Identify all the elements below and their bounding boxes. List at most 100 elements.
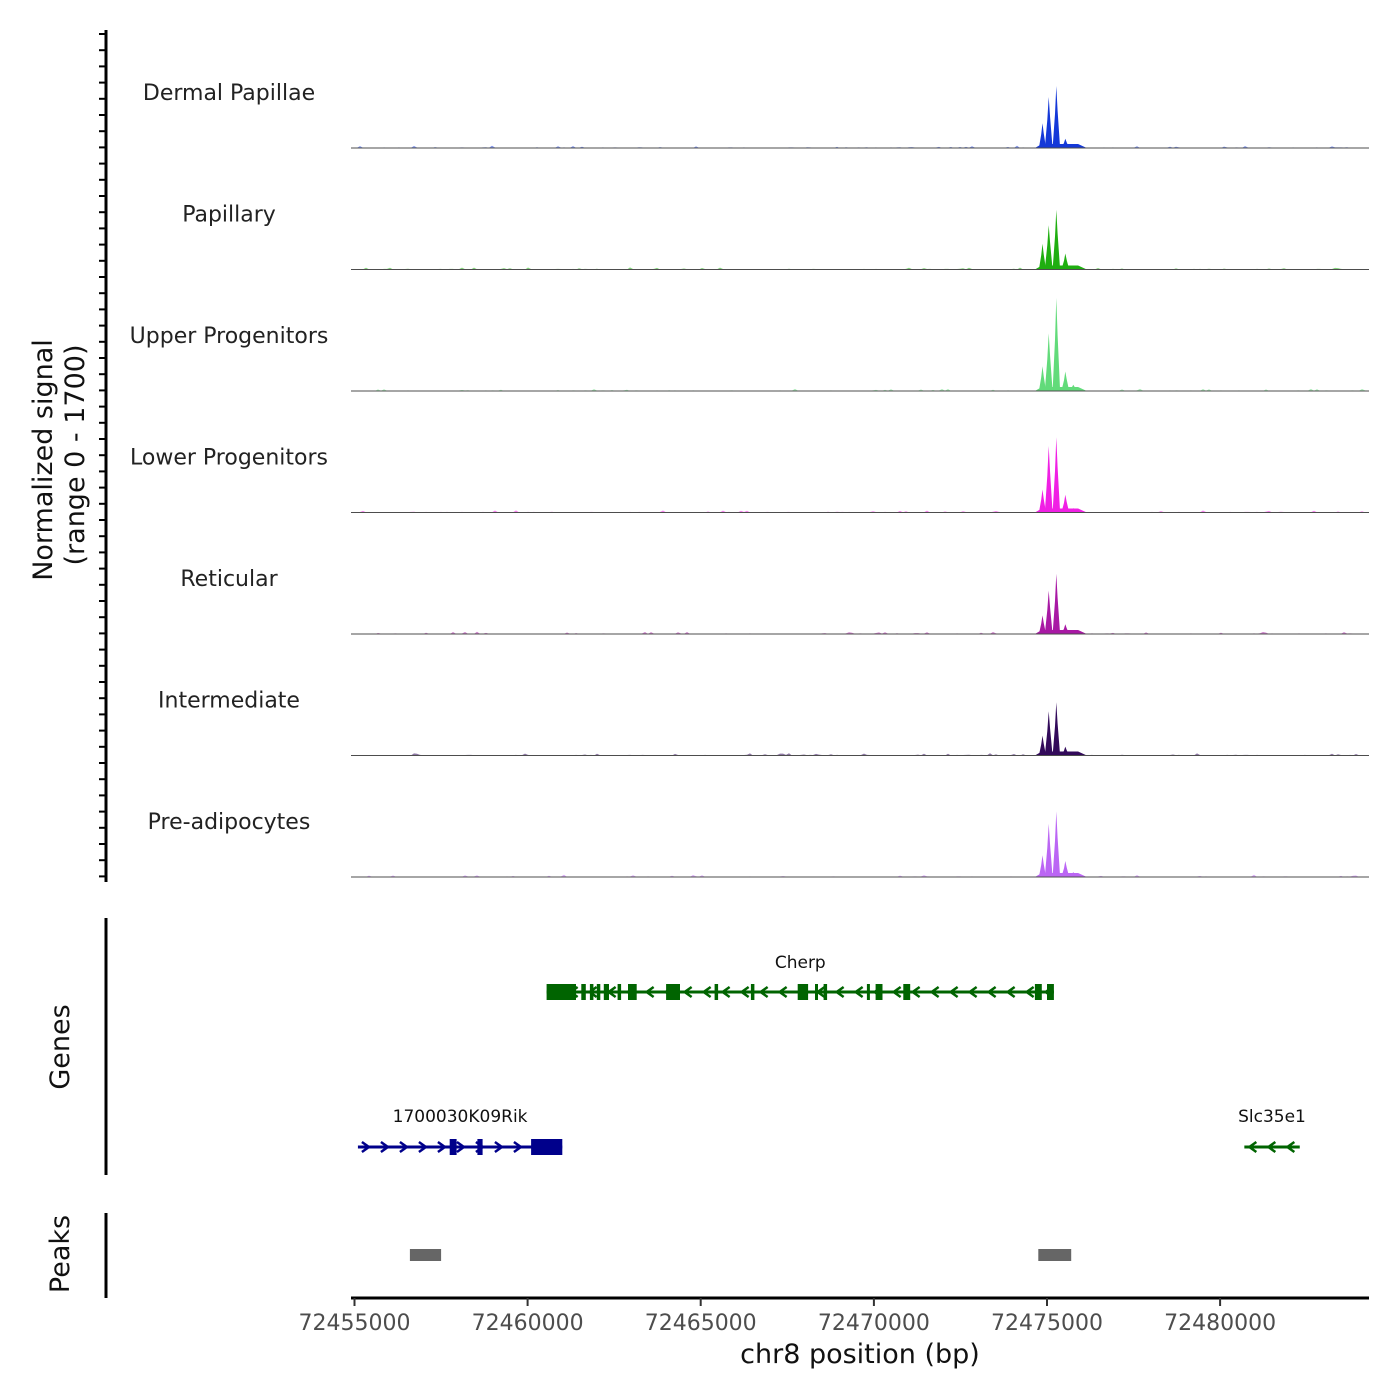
track-upper-progenitors: Upper Progenitors [130, 297, 1369, 392]
gene-exon [815, 984, 818, 1000]
track-label: Upper Progenitors [130, 324, 329, 349]
strand-arrow [1285, 1140, 1296, 1154]
peaks-layer [409, 1249, 1072, 1261]
gene-label: Cherp [775, 953, 826, 973]
coverage-shoulder [1034, 873, 1087, 877]
x-axis-title: chr8 position (bp) [740, 1339, 980, 1370]
strand-arrow [513, 1140, 524, 1154]
strand-arrow [967, 985, 978, 999]
coverage-peak [1052, 86, 1061, 148]
gene-exon [875, 984, 883, 1000]
coverage-peak [1052, 811, 1061, 877]
coverage-peak [1052, 702, 1061, 756]
x-tick-label: 72460000 [472, 1311, 584, 1336]
strand-arrow [418, 1140, 429, 1154]
track-label: Papillary [182, 203, 276, 228]
y-axis-title: Normalized signal [28, 339, 59, 581]
track-dermal-papillae: Dermal Papillae [143, 81, 1369, 149]
x-tick-label: 72470000 [818, 1311, 930, 1336]
strand-arrow [456, 1140, 467, 1154]
coverage-peak [1044, 590, 1053, 634]
coverage-peak [1044, 333, 1053, 391]
track-label: Intermediate [158, 689, 300, 714]
strand-arrow [891, 985, 902, 999]
gene-exon [596, 984, 601, 1000]
strand-arrow [720, 985, 731, 999]
coverage-peak [1038, 855, 1046, 877]
coverage-peak [1044, 225, 1053, 270]
coverage-peak [1044, 711, 1053, 756]
gene-exon [1034, 984, 1042, 1000]
gene-exon [449, 1139, 457, 1155]
strand-arrow [910, 985, 921, 999]
coverage-peak [1038, 735, 1046, 756]
gene-exon [581, 984, 586, 1000]
strand-arrow [929, 985, 940, 999]
strand-arrow [682, 985, 693, 999]
coverage-peak [1052, 437, 1061, 513]
peak-region [409, 1249, 442, 1261]
coverage-shoulder [1034, 144, 1087, 148]
coverage-y-axis-ticks [99, 33, 106, 878]
strand-arrow [853, 985, 864, 999]
strand-arrow [1247, 1140, 1258, 1154]
gene-label: Slc35e1 [1238, 1107, 1306, 1127]
gene-exon [666, 984, 680, 1000]
track-reticular: Reticular [180, 567, 1369, 635]
coverage-peak [1044, 97, 1053, 148]
coverage-tracks: Dermal Papillae Papillary Upper Progenitor… [130, 81, 1369, 878]
genes-track-label: Genes [45, 1004, 76, 1089]
track-label: Pre-adipocytes [148, 810, 311, 835]
strand-arrow [758, 985, 769, 999]
gene-exon [477, 1139, 483, 1155]
track-intermediate: Intermediate [158, 689, 1369, 756]
x-tick-label: 72455000 [299, 1311, 411, 1336]
coverage-shoulder [1034, 751, 1087, 756]
coverage-shoulder [1034, 508, 1087, 513]
coverage-shoulder [1034, 387, 1087, 391]
gene-exon [823, 984, 828, 1000]
track-papillary: Papillary [182, 203, 1369, 270]
strand-arrow [437, 1140, 448, 1154]
coverage-peak [1061, 371, 1070, 391]
x-tick-label: 72475000 [991, 1311, 1103, 1336]
coverage-peak [1052, 297, 1061, 391]
coverage-peak [1038, 366, 1046, 391]
gene-exon [617, 984, 622, 1000]
coverage-shoulder [1034, 630, 1087, 634]
strand-arrow [777, 985, 788, 999]
strand-arrow [986, 985, 997, 999]
genes-layer: Cherp 1700030K09Rik Slc35e1 [357, 953, 1306, 1155]
track-label: Dermal Papillae [143, 81, 315, 106]
coverage-peak [1044, 446, 1053, 513]
coverage-peak [1038, 243, 1046, 270]
coverage-peak [1038, 615, 1046, 634]
peaks-track-label: Peaks [45, 1215, 76, 1293]
gene-1700030k09rik: 1700030K09Rik [357, 1107, 563, 1155]
coverage-peak [1038, 123, 1046, 148]
gene-exon [1047, 984, 1054, 1000]
gene-exon [531, 1139, 563, 1155]
track-lower-progenitors: Lower Progenitors [130, 437, 1369, 513]
x-tick-label: 72465000 [645, 1311, 757, 1336]
strand-arrow [644, 985, 655, 999]
track-pre-adipocytes: Pre-adipocytes [148, 810, 1369, 878]
gene-exon [750, 984, 755, 1000]
gene-exon [866, 984, 870, 1000]
coverage-peak [1044, 823, 1053, 877]
gene-exon [589, 984, 594, 1000]
gene-cherp: Cherp [546, 953, 1054, 1000]
strand-arrow [587, 985, 598, 999]
y-axis-range: (range 0 - 1700) [60, 345, 91, 566]
x-tick-label: 72480000 [1164, 1311, 1276, 1336]
coverage-shoulder [1034, 265, 1087, 270]
coverage-peak [1052, 573, 1061, 634]
gene-exon [714, 984, 719, 1000]
gene-exon [603, 984, 609, 1000]
strand-arrow [1266, 1140, 1277, 1154]
gene-exon [797, 984, 809, 1000]
track-label: Reticular [180, 567, 278, 592]
x-axis-ticks: 72455000 72460000 72465000 72470000 72475000… [299, 1298, 1276, 1336]
strand-arrow [739, 985, 750, 999]
coverage-noise [351, 631, 1369, 634]
